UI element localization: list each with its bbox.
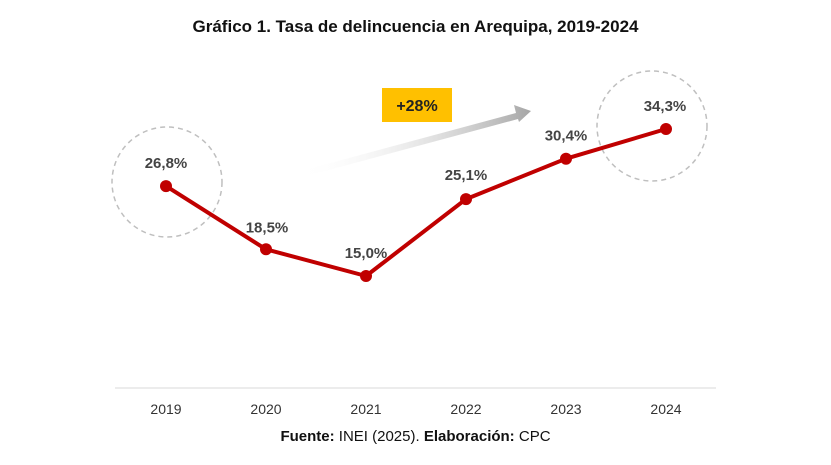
data-point-2022 <box>460 193 472 206</box>
x-tick-label-2019: 2019 <box>150 401 181 417</box>
data-point-2023 <box>560 152 572 165</box>
growth-callout-box <box>382 88 452 122</box>
x-tick-label-2021: 2021 <box>350 401 381 417</box>
series-layer: 26,8% 18,5% 15,0% 25,1% 30,4% 34,3% <box>145 98 687 282</box>
x-tick-label-2024: 2024 <box>650 401 681 417</box>
data-label-2020: 18,5% <box>246 219 289 236</box>
data-point-2019 <box>160 180 172 193</box>
x-tick-label-2023: 2023 <box>550 401 581 417</box>
elaboration-label: Elaboración: <box>423 428 515 445</box>
data-point-2021 <box>360 270 372 282</box>
source-note: Fuente: INEI (2025). Elaboración: CPC <box>0 428 831 445</box>
data-point-2020 <box>260 243 272 256</box>
x-tick-label-2022: 2022 <box>450 401 481 417</box>
growth-callout-text: +28% <box>396 98 437 115</box>
data-label-2024: 34,3% <box>644 98 687 115</box>
elaboration-value: CPC <box>514 428 551 445</box>
data-label-2022: 25,1% <box>445 167 488 184</box>
chart-title: Gráfico 1. Tasa de delincuencia en Arequ… <box>192 17 639 36</box>
x-tick-label-2020: 2020 <box>250 401 281 417</box>
highlight-circle-end <box>596 70 708 182</box>
data-point-2024 <box>660 123 672 135</box>
data-label-2023: 30,4% <box>545 128 588 145</box>
series-line <box>164 127 667 278</box>
data-label-2019: 26,8% <box>145 155 188 172</box>
source-value: INEI (2025). <box>334 428 424 445</box>
source-label: Fuente: <box>280 428 335 445</box>
trend-arrow <box>297 105 531 178</box>
highlight-circle-start <box>111 126 223 238</box>
data-label-2021: 15,0% <box>345 245 388 262</box>
x-axis-ticks: 2019 2020 2021 2022 2023 2024 <box>150 401 681 417</box>
